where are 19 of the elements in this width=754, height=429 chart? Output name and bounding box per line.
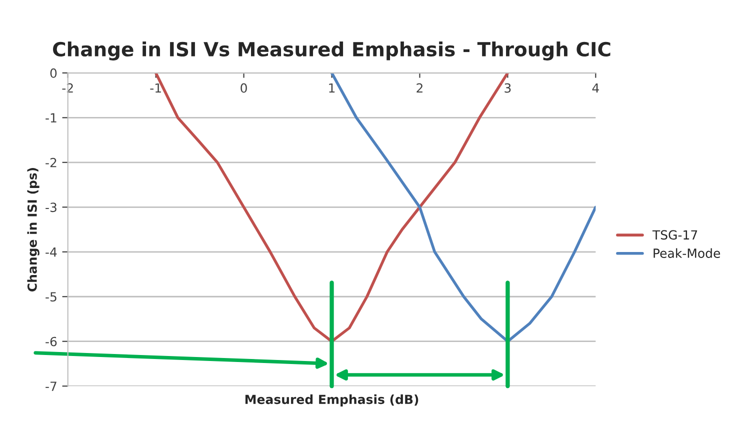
y-tick-label: -5 bbox=[46, 292, 56, 302]
y-tick-label: -7 bbox=[46, 382, 56, 391]
x-tick-label: -1 bbox=[150, 83, 161, 93]
x-tick-label: 1 bbox=[329, 83, 335, 93]
y-tick-label: -3 bbox=[46, 202, 56, 212]
y-tick-label: -1 bbox=[46, 113, 56, 122]
chart-title: Change in ISI Vs Measured Emphasis - Through CIC bbox=[53, 41, 610, 60]
legend-label: TSG-17 bbox=[652, 230, 698, 240]
x-tick-label: 3 bbox=[504, 83, 511, 93]
y-axis-title: Change in ISI (ps) bbox=[27, 168, 40, 292]
y-tick-label: -2 bbox=[46, 158, 56, 168]
x-tick-label: 2 bbox=[416, 83, 422, 93]
y-tick-label: 0 bbox=[50, 68, 57, 78]
x-tick-label: 0 bbox=[240, 83, 247, 93]
y-tick-label: -4 bbox=[46, 248, 57, 257]
x-axis-title: Measured Emphasis (dB) bbox=[245, 394, 418, 407]
y-tick-label: -6 bbox=[46, 336, 57, 346]
x-tick-label: 4 bbox=[592, 83, 599, 93]
legend-label: Peak-Mode bbox=[654, 248, 720, 258]
